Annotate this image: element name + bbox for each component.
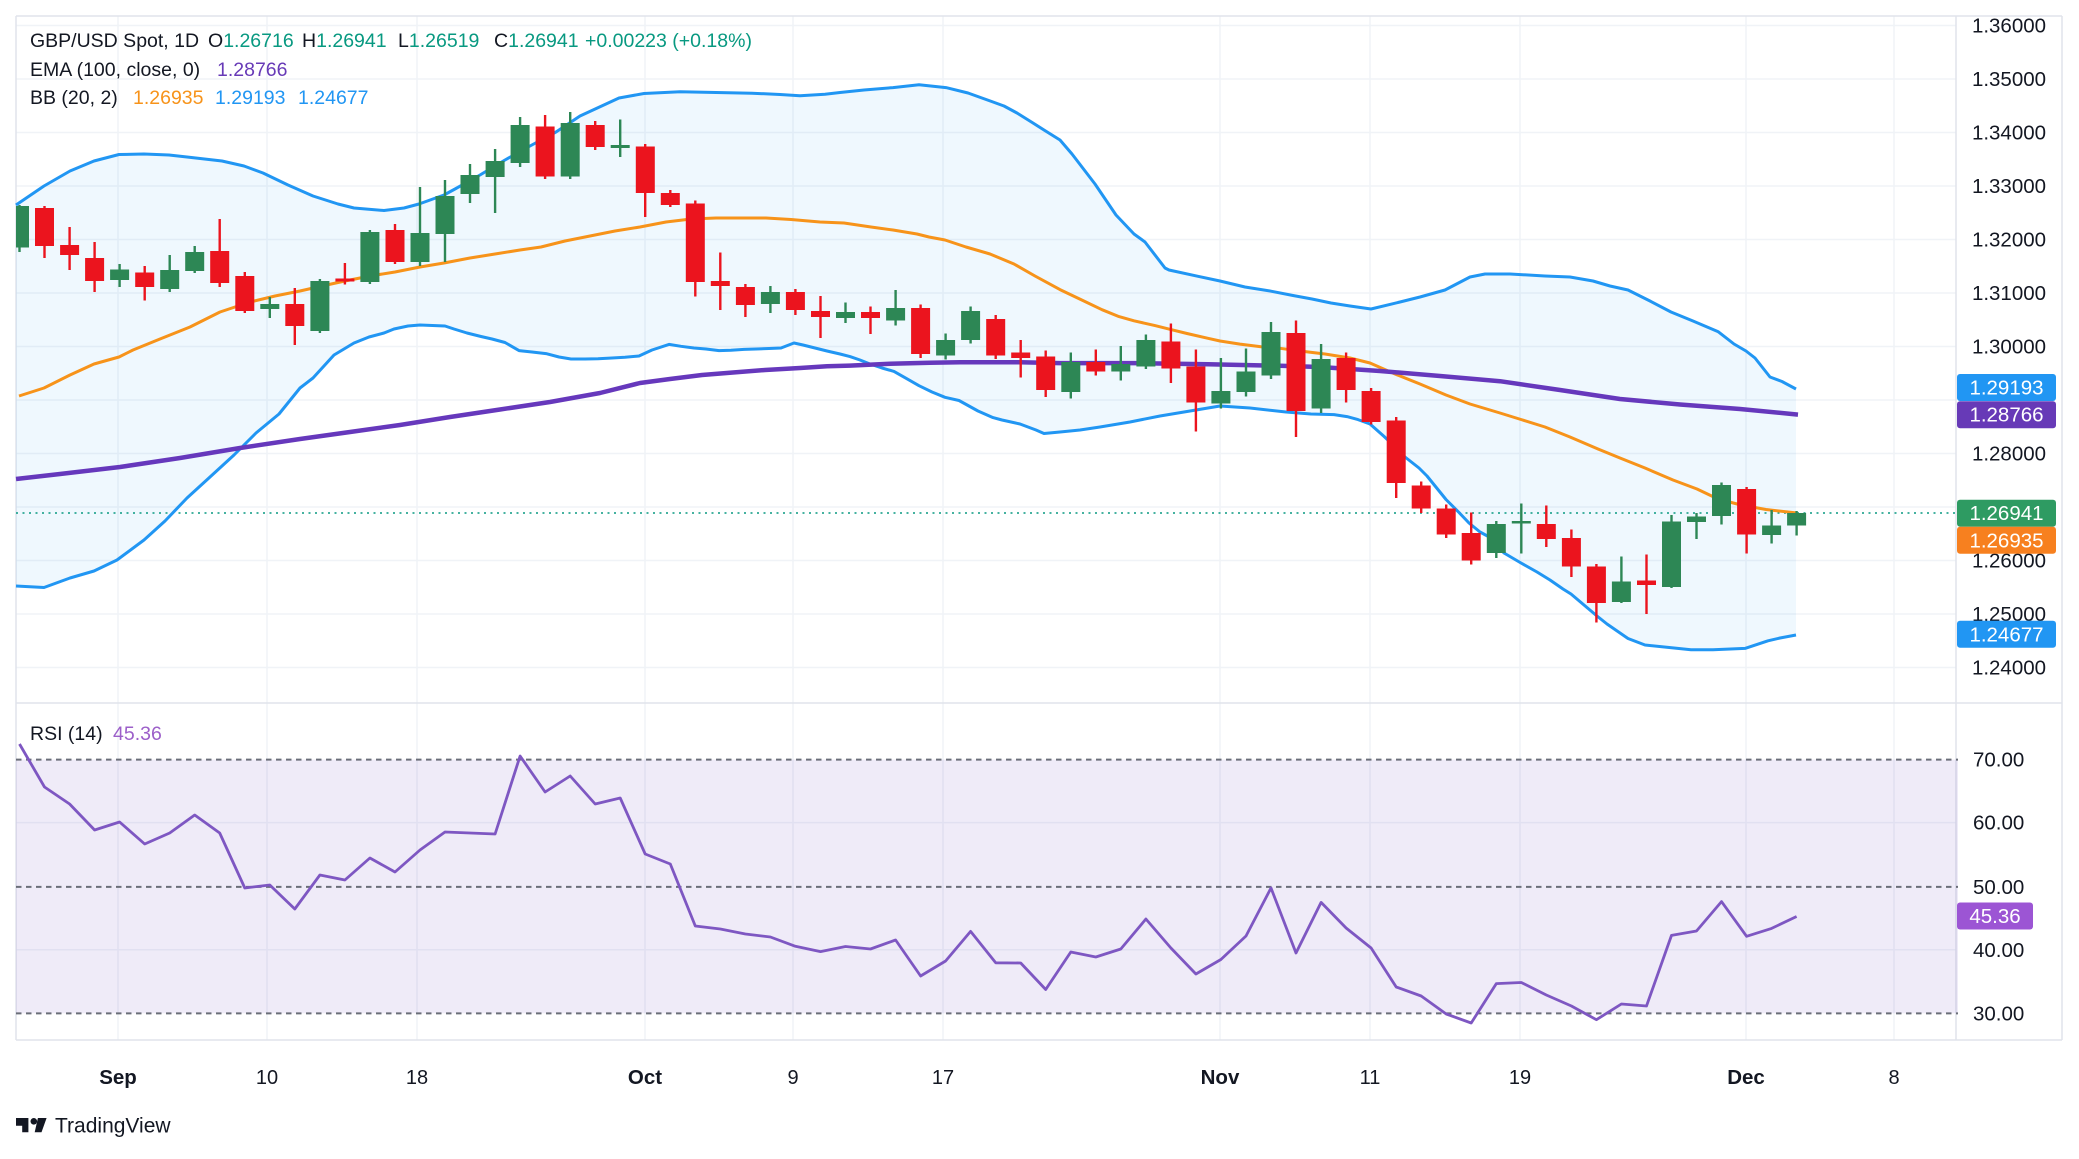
svg-text:1.29193: 1.29193 (1969, 377, 2043, 400)
svg-text:19: 19 (1509, 1067, 1531, 1089)
svg-text:Dec: Dec (1727, 1066, 1765, 1089)
svg-text:1.26941: 1.26941 (316, 30, 387, 52)
svg-text:1.26941: 1.26941 (1969, 502, 2043, 525)
svg-text:1.29193: 1.29193 (215, 87, 286, 109)
svg-text:BB (20, 2): BB (20, 2) (30, 87, 118, 109)
svg-text:11: 11 (1360, 1067, 1381, 1089)
svg-text:1.34000: 1.34000 (1972, 122, 2046, 145)
svg-text:1.31000: 1.31000 (1972, 282, 2046, 305)
svg-text:60.00: 60.00 (1973, 812, 2024, 835)
svg-text:RSI (14): RSI (14) (30, 723, 103, 745)
svg-text:1.28766: 1.28766 (1969, 404, 2043, 427)
svg-text:8: 8 (1888, 1067, 1899, 1089)
svg-text:1.24000: 1.24000 (1972, 657, 2046, 680)
svg-text:30.00: 30.00 (1973, 1002, 2024, 1025)
svg-text:O: O (208, 30, 223, 52)
svg-text:Nov: Nov (1201, 1066, 1240, 1089)
svg-text:18: 18 (406, 1067, 428, 1089)
svg-text:1.28766: 1.28766 (217, 59, 288, 81)
svg-text:1.24677: 1.24677 (1969, 623, 2043, 646)
svg-text:H: H (302, 30, 316, 52)
svg-text:+0.00223 (+0.18%): +0.00223 (+0.18%) (585, 30, 752, 52)
svg-text:10: 10 (256, 1067, 278, 1089)
svg-text:9: 9 (787, 1067, 798, 1089)
svg-text:1.26935: 1.26935 (1969, 529, 2043, 552)
svg-text:45.36: 45.36 (113, 723, 162, 745)
svg-text:1.26519: 1.26519 (409, 30, 480, 52)
svg-text:1.26941: 1.26941 (508, 30, 578, 52)
svg-text:1.25000: 1.25000 (1972, 603, 2046, 626)
svg-text:1.26716: 1.26716 (223, 30, 294, 52)
svg-text:L: L (398, 30, 409, 52)
svg-text:45.36: 45.36 (1969, 905, 2020, 928)
svg-text:1.26935: 1.26935 (133, 87, 204, 109)
svg-text:40.00: 40.00 (1973, 939, 2024, 962)
svg-text:70.00: 70.00 (1973, 749, 2024, 772)
svg-text:EMA (100, close, 0): EMA (100, close, 0) (30, 59, 200, 81)
svg-text:1.26000: 1.26000 (1972, 550, 2046, 573)
svg-text:17: 17 (932, 1067, 954, 1089)
svg-text:50.00: 50.00 (1973, 876, 2024, 899)
svg-text:GBP/USD Spot, 1D: GBP/USD Spot, 1D (30, 30, 199, 52)
svg-text:1.35000: 1.35000 (1972, 68, 2046, 91)
svg-text:1.32000: 1.32000 (1972, 229, 2046, 252)
svg-text:C: C (494, 30, 508, 52)
svg-text:1.28000: 1.28000 (1972, 443, 2046, 466)
svg-text:Sep: Sep (99, 1066, 137, 1089)
svg-text:1.24677: 1.24677 (298, 87, 369, 109)
svg-text:TradingView: TradingView (55, 1115, 171, 1138)
svg-text:1.30000: 1.30000 (1972, 336, 2046, 359)
svg-text:1.36000: 1.36000 (1972, 15, 2046, 38)
svg-text:Oct: Oct (628, 1066, 662, 1089)
svg-text:1.33000: 1.33000 (1972, 175, 2046, 198)
